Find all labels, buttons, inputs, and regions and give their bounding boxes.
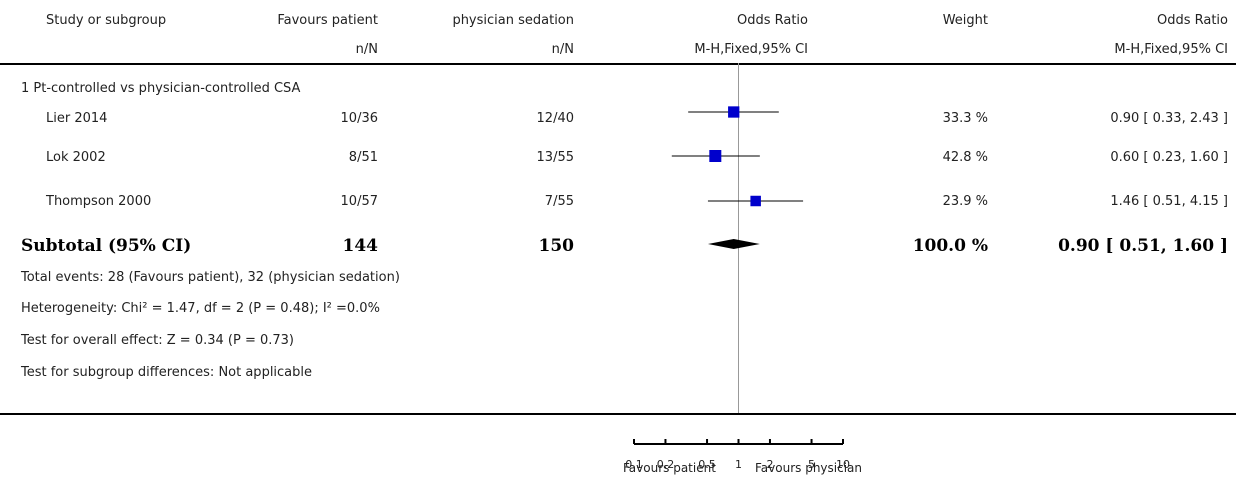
study-ctrl-events: 12/40 [536, 111, 574, 126]
study-exp-events: 10/36 [340, 111, 378, 126]
col-weight-header: Weight [942, 13, 988, 28]
study-ctrl-events: 13/55 [536, 150, 574, 165]
col-exp-subheader: n/N [355, 42, 378, 57]
study-point-marker [728, 106, 740, 118]
col-or-plot-header: Odds Ratio [736, 13, 808, 28]
x-tick-label: 0.1 [625, 458, 643, 471]
study-name: Lier 2014 [46, 111, 108, 126]
study-weight: 23.9 % [942, 194, 988, 209]
x-tick-label: 10 [836, 458, 850, 471]
subtotal-ci-text: 0.90 [ 0.51, 1.60 ] [1058, 236, 1228, 256]
subtotal-label: Subtotal (95% CI) [21, 236, 192, 256]
footnote-overall-effect: Test for overall effect: Z = 0.34 (P = 0… [21, 333, 294, 348]
col-ctrl-subheader: n/N [551, 42, 574, 57]
footnote-total-events: Total events: 28 (Favours patient), 32 (… [21, 270, 400, 285]
col-or-text-subheader: M-H,Fixed,95% CI [1114, 42, 1228, 57]
x-tick-label: 1 [735, 458, 742, 471]
col-or-text-header: Odds Ratio [1156, 13, 1228, 28]
subtotal-exp-total: 144 [342, 236, 379, 256]
study-weight: 33.3 % [942, 111, 988, 126]
x-tick-label: 2 [766, 458, 773, 471]
subtotal-weight: 100.0 % [912, 236, 988, 256]
favours-left-label: Favours patient [623, 461, 716, 475]
study-ctrl-events: 7/55 [544, 194, 574, 209]
subgroup-title: 1 Pt-controlled vs physician-controlled … [21, 81, 301, 96]
study-point-marker [709, 150, 722, 162]
study-ci-text: 0.60 [ 0.23, 1.60 ] [1110, 150, 1228, 165]
study-exp-events: 10/57 [340, 194, 378, 209]
header-rule [0, 63, 1236, 65]
footnote-subgroup-differences: Test for subgroup differences: Not appli… [21, 365, 313, 380]
col-ctrl-header: physician sedation [452, 13, 574, 28]
study-name: Lok 2002 [46, 150, 106, 165]
study-point-marker [750, 195, 761, 207]
x-tick-label: 5 [808, 458, 815, 471]
study-weight: 42.8 % [942, 150, 988, 165]
col-or-plot-subheader: M-H,Fixed,95% CI [694, 42, 808, 57]
study-ci-text: 0.90 [ 0.33, 2.43 ] [1110, 111, 1228, 126]
footnote-heterogeneity: Heterogeneity: Chi² = 1.47, df = 2 (P = … [21, 301, 380, 316]
favours-right-label: Favours physician [755, 461, 863, 475]
col-study-header: Study or subgroup [46, 13, 167, 28]
pooled-diamond [707, 239, 760, 249]
study-exp-events: 8/51 [348, 150, 378, 165]
x-tick-label: 0.5 [698, 458, 716, 471]
study-name: Thompson 2000 [46, 194, 152, 209]
x-tick-label: 0.2 [657, 458, 675, 471]
bottom-rule [0, 413, 1236, 415]
col-exp-header: Favours patient [277, 13, 378, 28]
study-ci-text: 1.46 [ 0.51, 4.15 ] [1110, 194, 1228, 209]
subtotal-ctrl-total: 150 [538, 236, 575, 256]
